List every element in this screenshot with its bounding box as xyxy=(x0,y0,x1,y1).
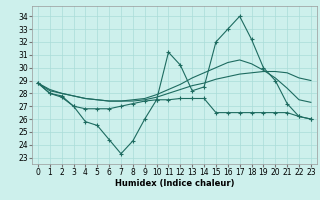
X-axis label: Humidex (Indice chaleur): Humidex (Indice chaleur) xyxy=(115,179,234,188)
